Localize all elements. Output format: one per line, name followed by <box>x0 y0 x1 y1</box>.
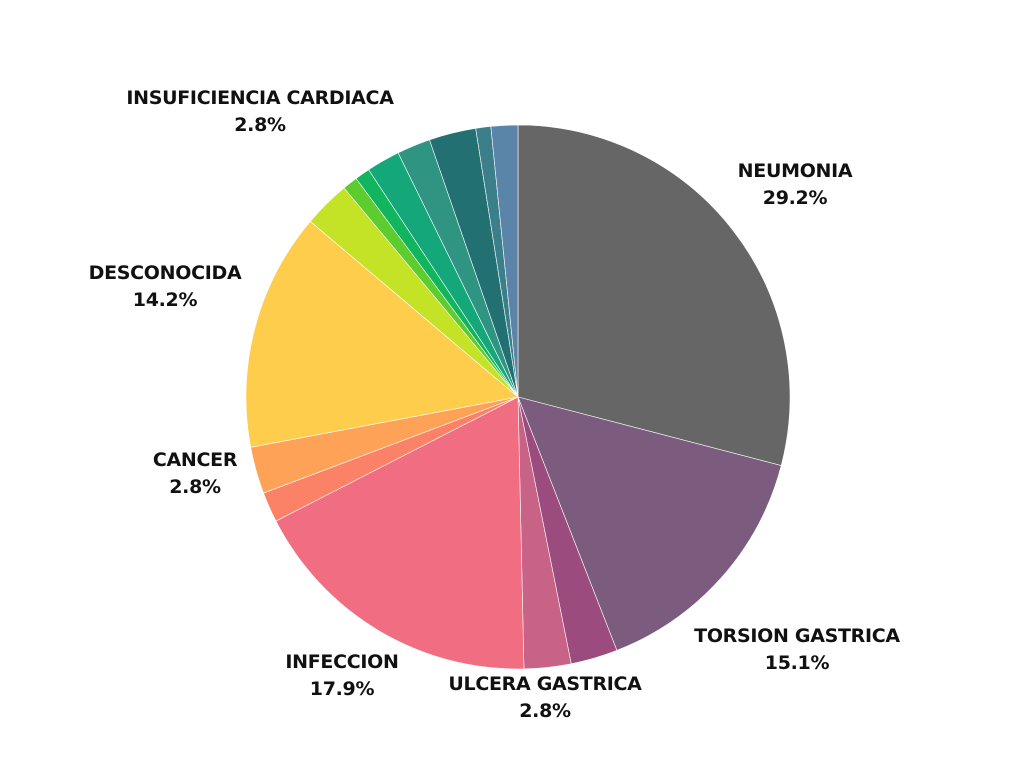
pie-slice-infeccion <box>275 396 525 670</box>
label-neumonia-name: NEUMONIA <box>737 160 853 182</box>
label-cancer-value: 2.8% <box>169 476 221 498</box>
label-cancer-name: CANCER <box>152 449 238 471</box>
label-insuficiencia-cardiaca-value: 2.8% <box>234 114 286 136</box>
label-torsion-gastrica-name: TORSION GASTRICA <box>694 625 900 647</box>
pie-slice-torsion-gastrica <box>517 396 782 651</box>
label-desconocida: DESCONOCIDA 14.2% <box>65 260 265 314</box>
pie-slice-unlabeled-15 <box>490 124 519 398</box>
label-ulcera-gastrica-name: ULCERA GASTRICA <box>448 673 642 695</box>
label-neumonia-value: 29.2% <box>762 187 828 209</box>
label-ulcera-gastrica: ULCERA GASTRICA 2.8% <box>425 671 665 725</box>
label-torsion-gastrica-value: 15.1% <box>764 652 830 674</box>
label-ulcera-gastrica-value: 2.8% <box>519 700 571 722</box>
label-infeccion-name: INFECCION <box>285 651 399 673</box>
label-neumonia: NEUMONIA 29.2% <box>720 158 870 212</box>
label-insuficiencia-cardiaca-name: INSUFICIENCIA CARDIACA <box>126 87 394 109</box>
label-insuficiencia-cardiaca: INSUFICIENCIA CARDIACA 2.8% <box>95 85 425 139</box>
label-desconocida-value: 14.2% <box>132 289 198 311</box>
pie-slice-desconocida <box>245 220 519 448</box>
label-infeccion: INFECCION 17.9% <box>262 649 422 703</box>
label-torsion-gastrica: TORSION GASTRICA 15.1% <box>672 623 922 677</box>
label-cancer: CANCER 2.8% <box>125 447 265 501</box>
label-infeccion-value: 17.9% <box>309 678 375 700</box>
label-desconocida-name: DESCONOCIDA <box>88 262 242 284</box>
pie-slice-neumonia <box>517 124 791 466</box>
